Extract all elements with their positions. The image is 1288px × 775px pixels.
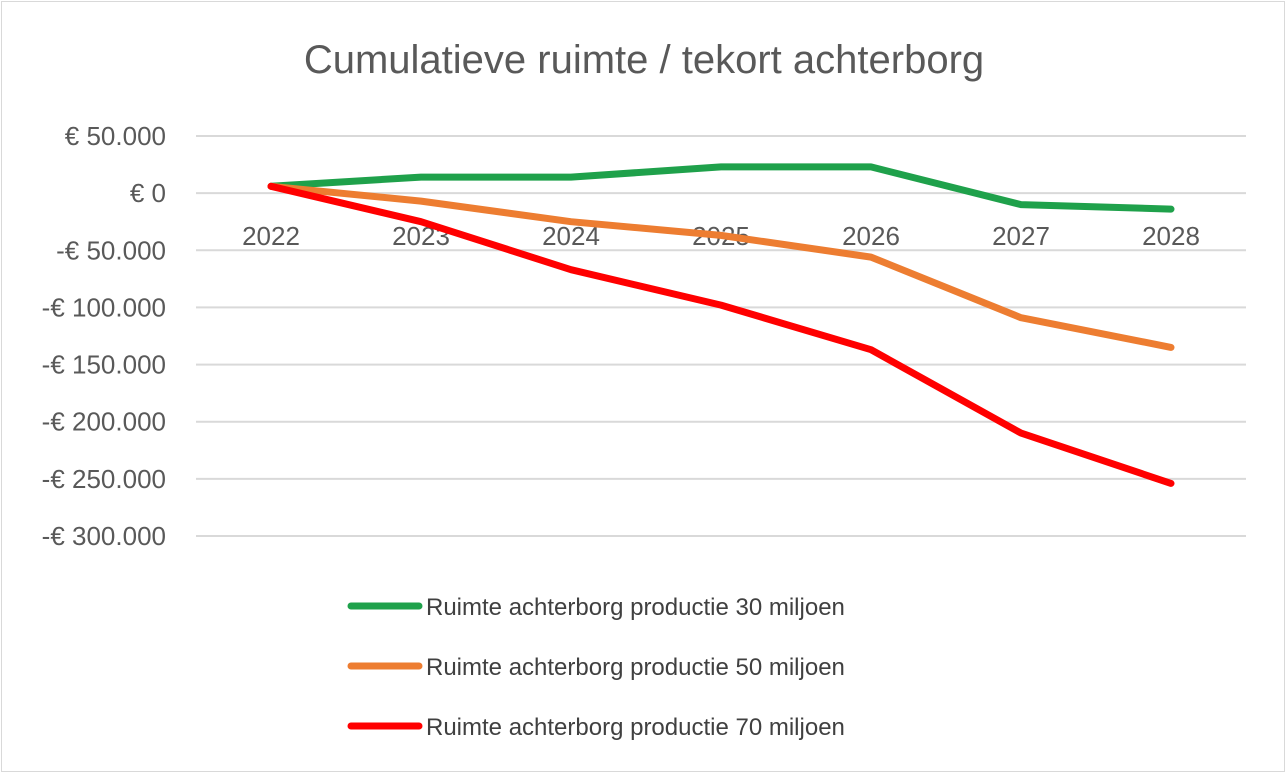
legend-label: Ruimte achterborg productie 30 miljoen [426, 594, 845, 621]
series-line-3 [267, 182, 1175, 487]
x-tick-label: 2026 [842, 221, 900, 251]
x-tick-label: 2027 [992, 221, 1050, 251]
y-tick-label: € 0 [130, 178, 166, 208]
y-tick-label: -€ 150.000 [42, 350, 166, 380]
y-tick-label: -€ 300.000 [42, 521, 166, 551]
series-line-2 [267, 182, 1175, 351]
y-tick-label: -€ 100.000 [42, 292, 166, 322]
series-line-1 [267, 163, 1175, 213]
y-tick-label: -€ 250.000 [42, 464, 166, 494]
chart-title: Cumulatieve ruimte / tekort achterborg [303, 38, 985, 82]
y-tick-label: -€ 50.000 [56, 235, 166, 265]
legend-label: Ruimte achterborg productie 50 miljoen [426, 654, 845, 681]
x-tick-label: 2022 [242, 221, 300, 251]
legend-label: Ruimte achterborg productie 70 miljoen [426, 714, 845, 741]
x-tick-label: 2028 [1142, 221, 1200, 251]
y-tick-label: -€ 200.000 [42, 407, 166, 437]
y-tick-label: € 50.000 [65, 121, 166, 151]
